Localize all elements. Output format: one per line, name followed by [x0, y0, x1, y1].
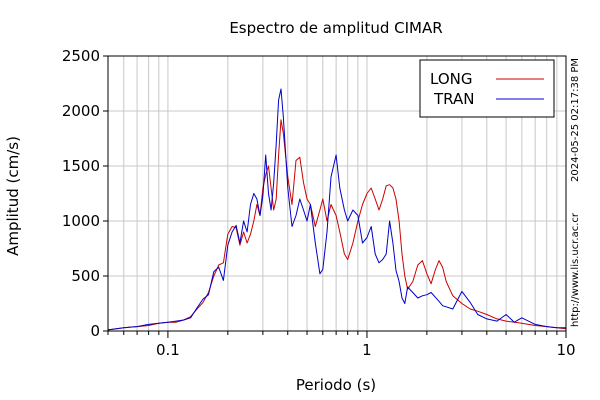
chart-title: Espectro de amplitud CIMAR — [229, 19, 442, 37]
x-axis-label: Periodo (s) — [296, 376, 376, 394]
legend-label-long: LONG — [430, 70, 472, 88]
x-tick-label: 1 — [362, 341, 372, 359]
legend-box — [419, 59, 555, 118]
series-line-tran — [107, 88, 566, 331]
y-tick-label: 2000 — [62, 102, 100, 120]
x-axis: 0.1 1 10 — [107, 331, 576, 359]
series-group — [107, 88, 567, 331]
y-tick-label: 2500 — [62, 47, 100, 65]
legend: LONG TRAN — [419, 59, 555, 118]
y-tick-label: 1000 — [62, 212, 100, 230]
plot-frame — [107, 55, 567, 332]
y-tick-label: 1500 — [62, 157, 100, 175]
y-axis: 0 500 1000 1500 2000 2500 — [62, 47, 108, 340]
y-tick-label: 0 — [90, 322, 100, 340]
timestamp-text: 2024-05-25 02:17:38 PM — [570, 58, 581, 182]
legend-label-tran: TRAN — [433, 90, 474, 108]
source-url-text: http://www.lis.ucr.ac.cr — [570, 212, 581, 327]
x-tick-label: 0.1 — [156, 341, 180, 359]
y-axis-label: Amplitud (cm/s) — [4, 136, 22, 256]
x-tick-label: 10 — [556, 341, 575, 359]
y-tick-label: 500 — [71, 267, 100, 285]
series-line-long — [107, 119, 567, 331]
